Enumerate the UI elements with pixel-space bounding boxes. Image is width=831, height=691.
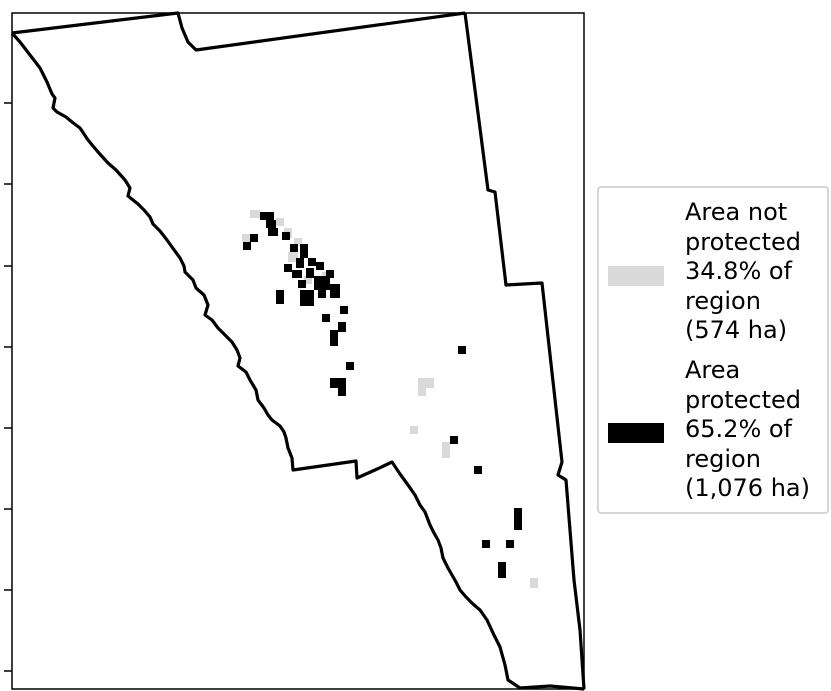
protected-cell xyxy=(458,346,466,354)
legend: Area not protected 34.8% of region (574 … xyxy=(597,186,829,514)
map-axes-border xyxy=(11,12,585,690)
protected-cell xyxy=(506,540,514,548)
protected-cell xyxy=(296,258,304,268)
protected-cell xyxy=(298,280,306,288)
not-protected-cell xyxy=(530,578,538,588)
not-protected-cell xyxy=(294,238,302,246)
legend-swatch-protected xyxy=(608,423,664,443)
protected-cell xyxy=(330,330,338,346)
protected-cell xyxy=(260,212,274,220)
protected-cell xyxy=(243,242,251,250)
protected-cell xyxy=(338,386,346,396)
protected-cell xyxy=(300,244,308,258)
protected-cell xyxy=(482,540,490,548)
protected-cell xyxy=(282,232,290,240)
protected-cell xyxy=(326,270,334,278)
protected-cell xyxy=(266,220,276,228)
not-protected-cell xyxy=(418,378,434,388)
protected-cell xyxy=(330,378,346,388)
protected-cell xyxy=(340,306,348,314)
legend-label-not-protected: Area not protected 34.8% of region (574 … xyxy=(685,198,802,344)
not-protected-cell xyxy=(276,218,284,226)
protected-cell xyxy=(316,262,324,270)
not-protected-cell xyxy=(418,386,426,396)
protected-cell xyxy=(346,362,354,370)
region-boundaries xyxy=(10,11,586,691)
protected-cell xyxy=(318,290,326,298)
protected-cell xyxy=(292,270,302,278)
protected-cell xyxy=(300,290,314,306)
protected-cell xyxy=(322,314,330,322)
coastline-boundary xyxy=(10,31,585,691)
not-protected-cell xyxy=(242,234,250,242)
not-protected-cell xyxy=(288,252,298,262)
protected-cell xyxy=(268,228,278,236)
not-protected-cell xyxy=(304,276,312,284)
protected-cell xyxy=(514,508,522,530)
protected-cell xyxy=(498,562,506,578)
protected-cell xyxy=(330,284,340,298)
east-boundary xyxy=(463,12,586,690)
protected-cells xyxy=(243,212,522,578)
protected-cell xyxy=(276,290,284,304)
protected-cell xyxy=(284,264,292,272)
legend-swatch-not-protected xyxy=(608,266,664,286)
protected-cell xyxy=(450,436,458,444)
protected-cell xyxy=(306,268,314,278)
map-axis-ticks xyxy=(4,102,12,672)
not-protected-cell xyxy=(442,442,450,458)
protected-cell xyxy=(314,276,330,290)
protected-cell xyxy=(308,258,316,266)
not-protected-cell xyxy=(410,426,418,434)
protected-cell xyxy=(338,322,346,332)
north-boundary xyxy=(11,11,466,52)
legend-label-protected: Area protected 65.2% of region (1,076 ha… xyxy=(685,356,810,502)
not-protected-cell xyxy=(250,210,260,218)
protected-cell xyxy=(250,234,258,242)
protected-cell xyxy=(474,466,482,474)
protected-cell xyxy=(290,244,298,252)
